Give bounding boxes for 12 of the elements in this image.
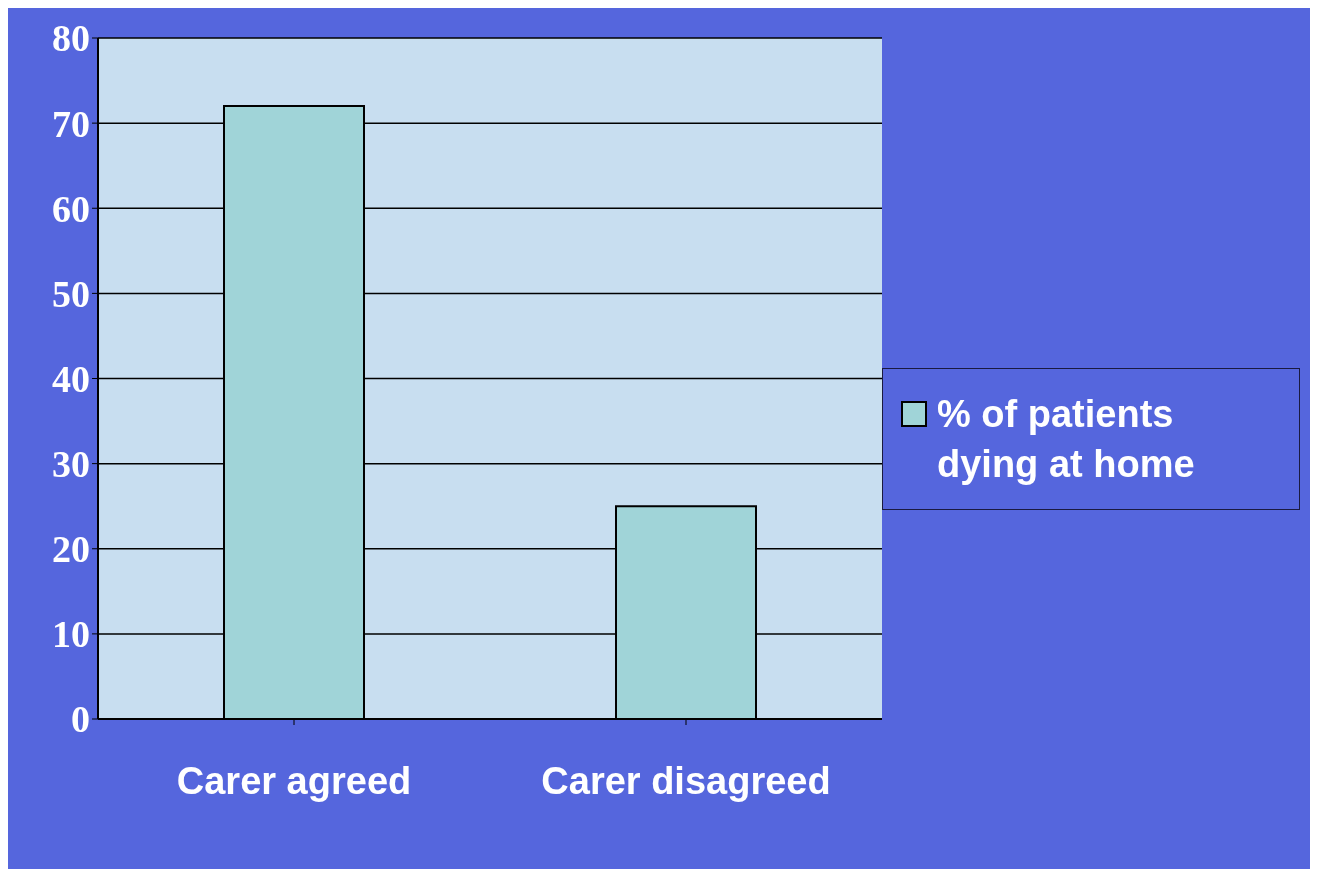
y-tick-label: 30 — [52, 443, 90, 486]
y-tick-label: 60 — [52, 187, 90, 230]
y-tick-label: 10 — [52, 613, 90, 656]
legend-label: % of patients dying at home — [937, 391, 1196, 487]
x-tick-label: Carer disagreed — [541, 759, 831, 802]
x-tick-label: Carer agreed — [176, 759, 412, 802]
y-tick-label: 0 — [71, 698, 90, 741]
y-tick-label: 80 — [52, 17, 90, 60]
y-tick-label: 70 — [52, 102, 90, 145]
y-tick-label: 20 — [52, 528, 90, 571]
y-tick-label: 40 — [52, 357, 90, 400]
y-tick-label: 50 — [52, 272, 90, 315]
